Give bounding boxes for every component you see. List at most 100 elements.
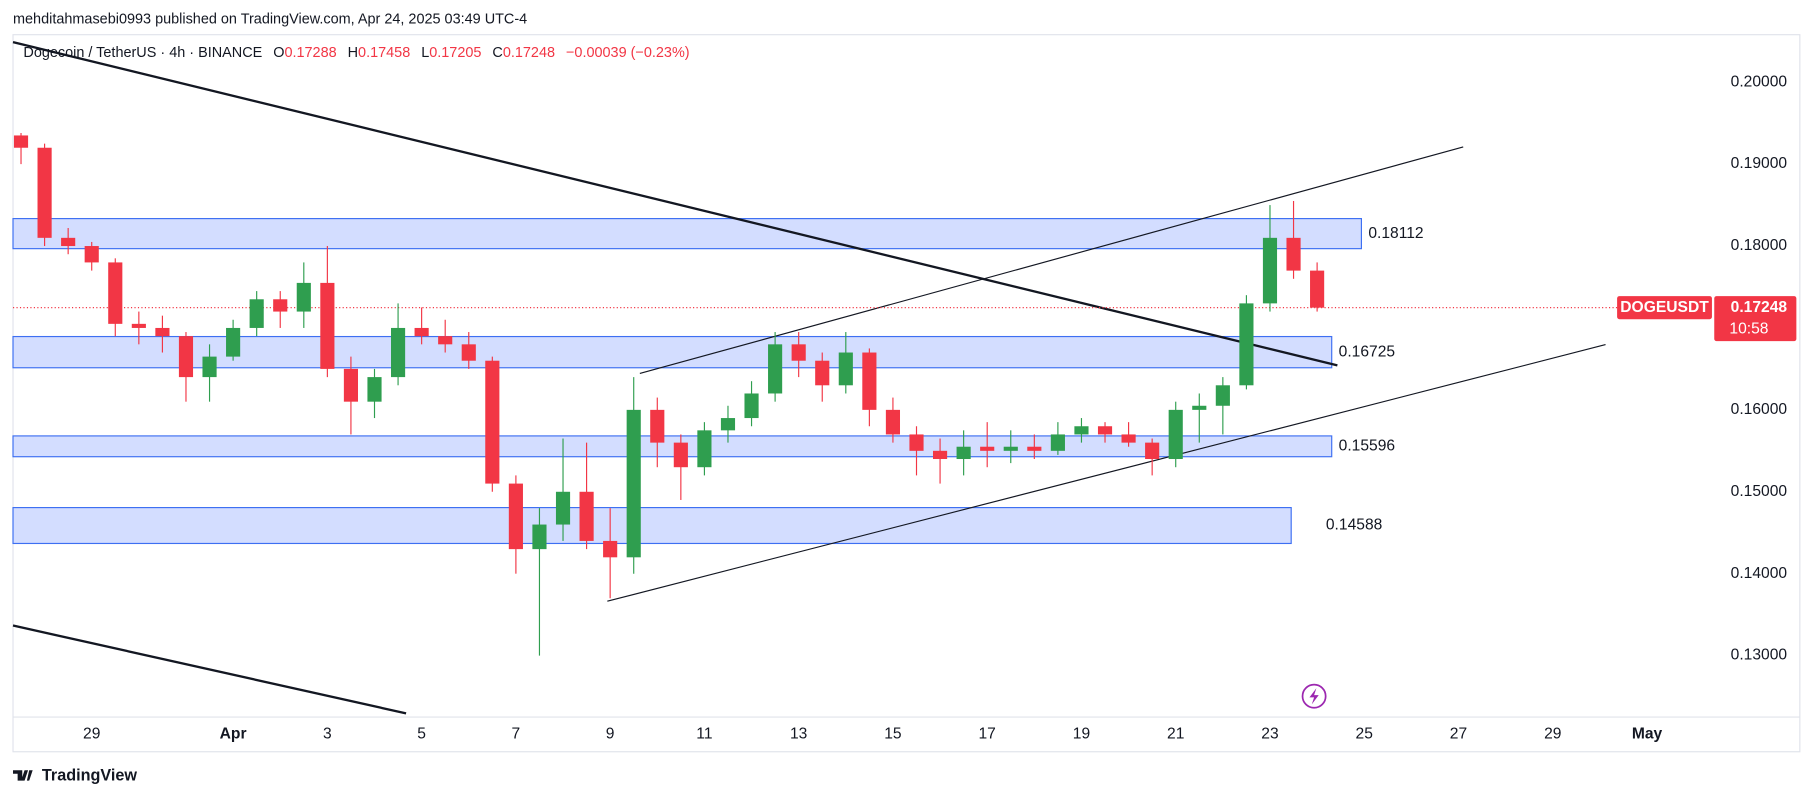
candle-body bbox=[862, 352, 877, 410]
y-tick-label: 0.16000 bbox=[1731, 401, 1788, 418]
logo-mark bbox=[13, 770, 33, 781]
candle-body bbox=[932, 450, 948, 460]
zones-layer bbox=[12, 218, 1362, 545]
candle-body bbox=[273, 299, 288, 312]
candle-body bbox=[744, 393, 759, 419]
candle-body bbox=[1145, 442, 1160, 460]
trend-line bbox=[639, 146, 1464, 375]
candle-body bbox=[13, 135, 29, 148]
candle-body bbox=[461, 344, 476, 361]
candle-body bbox=[650, 409, 665, 443]
chart-frame bbox=[12, 34, 1801, 753]
trend-line bbox=[12, 624, 407, 715]
symbol-tag bbox=[1617, 296, 1712, 320]
labels-layer: 0.200000.190000.180000.170000.160000.150… bbox=[83, 73, 1797, 743]
ohlc-value: 0.17288 bbox=[284, 45, 336, 61]
x-tick-label: 29 bbox=[83, 726, 100, 743]
x-tick-label: 29 bbox=[1544, 726, 1561, 743]
x-tick-label: 11 bbox=[696, 726, 712, 743]
ohlc-key: C bbox=[492, 45, 502, 61]
candle-body bbox=[108, 262, 123, 324]
candle-body bbox=[909, 434, 924, 451]
candle-body bbox=[485, 360, 500, 484]
candle-body bbox=[155, 327, 170, 337]
candle-body bbox=[768, 344, 783, 394]
x-tick-label: 9 bbox=[606, 726, 615, 743]
candle-body bbox=[579, 491, 594, 541]
candle-body bbox=[343, 368, 359, 402]
y-tick-label: 0.15000 bbox=[1731, 483, 1788, 500]
candle-body bbox=[791, 344, 806, 361]
x-tick-label: 3 bbox=[323, 726, 332, 743]
candle-body bbox=[84, 246, 99, 263]
y-tick-label: 0.13000 bbox=[1731, 647, 1788, 664]
zone bbox=[12, 218, 1362, 250]
candle-body bbox=[1121, 434, 1136, 443]
zone bbox=[12, 507, 1292, 545]
ohlc-key: H bbox=[348, 45, 358, 61]
publisher: mehditahmasebi0993 published on TradingV… bbox=[13, 11, 527, 27]
candle-body bbox=[202, 356, 217, 378]
y-tick-label: 0.19000 bbox=[1731, 155, 1788, 172]
candle-body bbox=[956, 446, 971, 460]
candle-body bbox=[1097, 426, 1113, 435]
symbol-tag-text: DOGEUSDT bbox=[1620, 299, 1709, 316]
trend-line bbox=[12, 40, 1338, 367]
candle-body bbox=[414, 327, 429, 337]
brand: TradingView bbox=[42, 766, 137, 784]
x-tick-label: May bbox=[1632, 726, 1663, 743]
ohlc-value: 0.17458 bbox=[358, 45, 410, 61]
candle-body bbox=[1192, 405, 1207, 410]
x-tick-label: 5 bbox=[417, 726, 426, 743]
countdown: 10:58 bbox=[1729, 321, 1768, 338]
candle-body bbox=[673, 442, 688, 468]
x-tick-label: 23 bbox=[1261, 726, 1278, 743]
candle-body bbox=[1262, 237, 1278, 304]
zone-label: 0.15596 bbox=[1339, 437, 1395, 454]
candle-body bbox=[1050, 434, 1065, 451]
candle-body bbox=[1168, 409, 1183, 460]
lines-layer bbox=[12, 40, 1618, 715]
symbol: Dogecoin / TetherUS · 4h · BINANCE bbox=[23, 45, 262, 61]
candle-body bbox=[508, 483, 523, 550]
brand-logo: TradingView bbox=[13, 766, 137, 784]
candles-layer bbox=[13, 132, 1325, 656]
y-tick-label: 0.14000 bbox=[1731, 565, 1788, 582]
candle-body bbox=[367, 377, 382, 402]
candle-body bbox=[1003, 446, 1018, 451]
y-tick-label: 0.20000 bbox=[1731, 73, 1788, 90]
zone-label: 0.18112 bbox=[1368, 225, 1423, 242]
candle-body bbox=[838, 352, 853, 386]
zone-label: 0.16725 bbox=[1339, 343, 1396, 360]
x-tick-label: 25 bbox=[1356, 726, 1374, 743]
candle-body bbox=[1286, 237, 1301, 271]
change: −0.00039 (−0.23%) bbox=[566, 45, 690, 61]
x-tick-label: 27 bbox=[1450, 726, 1467, 743]
price-tag bbox=[1714, 296, 1797, 342]
x-tick-label: 21 bbox=[1167, 726, 1184, 743]
candle-body bbox=[532, 524, 547, 550]
candle-body bbox=[720, 418, 736, 431]
symbol-line: Dogecoin / TetherUS · 4h · BINANCE O0.17… bbox=[23, 45, 689, 61]
x-tick-label: 13 bbox=[790, 726, 807, 743]
icon-bolt bbox=[1309, 688, 1319, 705]
candle-body bbox=[980, 446, 995, 451]
candle-body bbox=[320, 282, 335, 369]
ohlc-key: L bbox=[421, 45, 429, 61]
candle-body bbox=[626, 409, 641, 558]
ohlc-value: 0.17248 bbox=[503, 45, 555, 61]
x-tick-label: 15 bbox=[884, 726, 902, 743]
candle-body bbox=[37, 147, 52, 238]
ohlc-key: O bbox=[273, 45, 284, 61]
replay-icon[interactable] bbox=[1301, 683, 1327, 709]
candle-body bbox=[815, 360, 830, 386]
candle-body bbox=[226, 327, 241, 357]
candle-body bbox=[438, 336, 453, 345]
x-tick-label: 17 bbox=[979, 726, 996, 743]
zone bbox=[12, 435, 1333, 458]
candle-body bbox=[296, 282, 311, 312]
price-tag-text: 0.17248 bbox=[1731, 299, 1788, 316]
candle-body bbox=[603, 540, 618, 558]
candle-body bbox=[61, 237, 76, 247]
